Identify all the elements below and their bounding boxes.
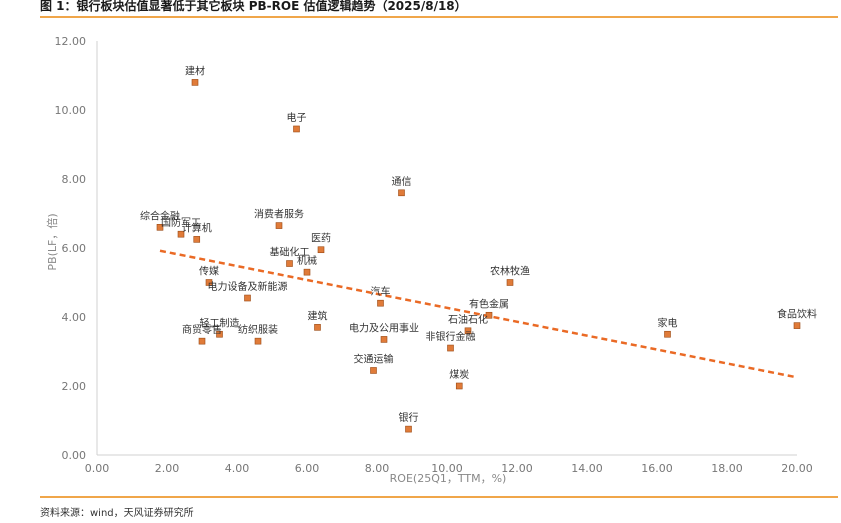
x-tick-label: 12.00: [501, 462, 533, 475]
point-label: 建筑: [308, 309, 328, 322]
point-label: 家电: [658, 316, 678, 329]
point-label: 轻工制造: [200, 316, 240, 329]
data-point: [506, 279, 514, 286]
data-point: [177, 230, 185, 238]
point-label: 石油石化: [448, 313, 488, 326]
data-point: [398, 189, 405, 197]
data-point: [156, 224, 164, 231]
point-label: 交通运输: [354, 352, 394, 365]
x-tick-label: 10.00: [431, 462, 463, 475]
y-tick-labels: 0.00 2.00 4.00 6.00 8.00 10.00 12.00: [55, 35, 87, 462]
y-tick-label: 6.00: [62, 242, 87, 255]
y-tick-label: 2.00: [62, 380, 87, 393]
point-label: 有色金属: [469, 297, 509, 310]
data-point: [464, 327, 472, 335]
x-tick-label: 6.00: [295, 462, 320, 475]
point-label: 电子: [287, 111, 307, 124]
data-point: [205, 279, 213, 286]
point-label: 消费者服务: [254, 208, 304, 221]
x-tick-label: 20.00: [781, 462, 813, 475]
data-point: [286, 260, 293, 267]
point-label: 通信: [392, 176, 412, 188]
data-point: [216, 330, 223, 338]
y-tick-label: 0.00: [62, 449, 87, 462]
x-tick-label: 2.00: [155, 462, 180, 475]
data-point: [254, 337, 262, 345]
trendline: [159, 249, 798, 379]
point-label: 综合金融: [140, 209, 180, 222]
data-points: [156, 79, 801, 433]
point-label: 建材: [185, 64, 205, 77]
point-label: 机械: [297, 254, 317, 267]
data-point: [664, 330, 671, 338]
y-tick-label: 12.00: [55, 35, 87, 48]
point-label: 传媒: [199, 266, 219, 278]
x-tick-labels: 0.00 2.00 4.00 6.00 8.00 10.00 12.00 14.00 16.00…: [85, 462, 813, 475]
point-label: 农林牧渔: [490, 265, 530, 278]
x-tick-label: 0.00: [85, 462, 110, 475]
x-tick-label: 4.00: [225, 462, 250, 475]
y-axis-title: PB(LF，倍): [45, 213, 59, 270]
x-tick-label: 18.00: [711, 462, 743, 475]
point-label: 国防军工: [161, 216, 201, 229]
x-tick-label: 16.00: [641, 462, 673, 475]
data-point: [275, 222, 283, 229]
top-rule: [40, 16, 838, 18]
x-axis-title: ROE(25Q1，TTM，%): [390, 472, 507, 485]
point-label: 基础化工: [270, 246, 310, 259]
point-label: 银行: [399, 411, 419, 424]
data-point: [370, 367, 377, 374]
point-label: 食品饮料: [777, 308, 817, 321]
data-point: [244, 294, 251, 302]
point-label: 煤炭: [449, 368, 469, 381]
bottom-rule: [40, 496, 838, 498]
y-tick-label: 8.00: [62, 173, 87, 186]
data-point: [191, 79, 199, 86]
data-point: [303, 268, 311, 276]
data-point: [455, 382, 463, 390]
y-tick-label: 4.00: [62, 311, 87, 324]
point-label: 电力及公用事业: [349, 321, 419, 334]
point-label: 纺织服装: [238, 323, 278, 336]
data-point: [793, 322, 801, 329]
data-point: [293, 125, 300, 133]
source-note: 资料来源：wind，天风证券研究所: [40, 508, 194, 519]
data-point: [193, 236, 201, 243]
figure-title: 图 1：银行板块估值显著低于其它板块 PB-ROE 估值逻辑趋势（2025/8/…: [40, 0, 467, 13]
point-label: 电力设备及新能源: [208, 280, 288, 293]
data-point: [314, 324, 321, 331]
data-point: [380, 336, 388, 343]
x-tick-label: 8.00: [365, 462, 390, 475]
point-label: 非银行金融: [426, 330, 476, 343]
data-point: [447, 344, 454, 352]
data-point: [485, 311, 493, 319]
data-point: [377, 299, 384, 307]
x-tick-label: 14.00: [571, 462, 603, 475]
data-point: [317, 246, 325, 254]
data-point: [405, 425, 412, 433]
point-label: 医药: [311, 233, 331, 245]
point-label: 汽车: [371, 285, 391, 298]
point-label: 计算机: [182, 221, 212, 234]
trendline-group: [159, 249, 798, 379]
y-tick-label: 10.00: [55, 104, 87, 117]
data-point: [198, 337, 206, 345]
point-label: 商贸零售: [182, 323, 222, 336]
